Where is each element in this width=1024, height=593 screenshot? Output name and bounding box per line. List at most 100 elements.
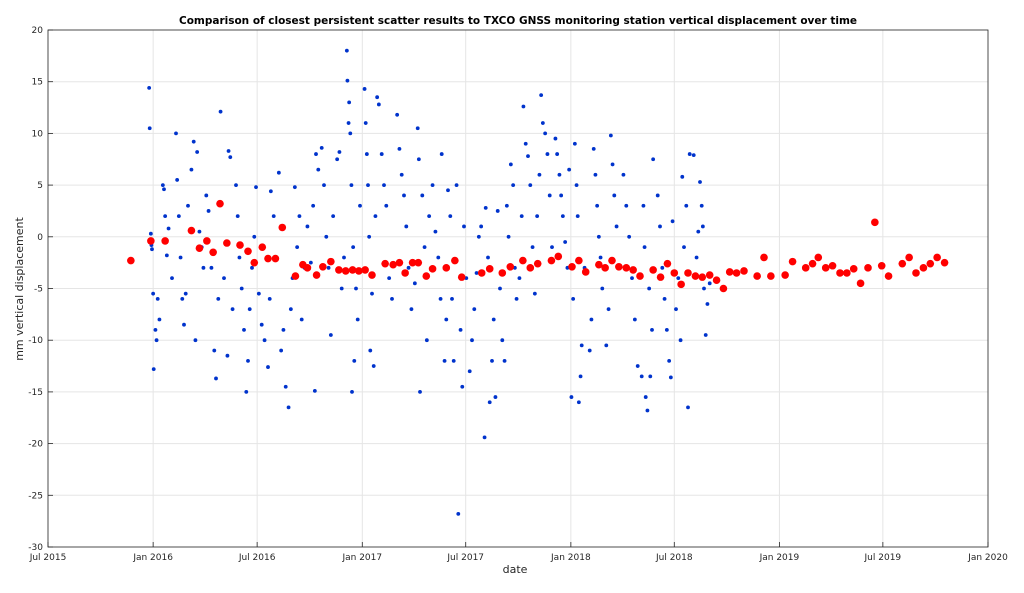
red-data-point [547,256,556,265]
blue-data-point [281,327,286,332]
blue-data-point [415,126,420,131]
blue-data-point [160,183,165,188]
blue-data-point [539,93,544,98]
blue-data-point [678,338,683,343]
blue-data-point [691,153,696,158]
red-data-point [498,269,507,277]
blue-data-point [402,193,406,198]
blue-data-point [606,307,611,312]
blue-data-point [589,317,594,322]
blue-data-point [364,152,369,156]
blue-data-point [579,343,584,348]
red-data-point [705,271,714,279]
red-data-point [271,254,280,263]
blue-data-point [399,172,404,177]
blue-data-point [576,400,581,405]
blue-data-point [696,229,701,234]
blue-data-point [460,384,465,389]
red-data-point [788,257,797,266]
x-tick-label: Jul 2016 [238,553,276,563]
blue-data-point [433,229,438,234]
chart-title: Comparison of closest persistent scatter… [179,15,857,27]
blue-data-point [487,400,492,405]
blue-data-point [235,214,240,219]
y-tick-label: -15 [28,388,43,398]
blue-data-point [163,214,168,219]
red-data-point [601,264,609,272]
red-data-point [698,273,707,281]
blue-data-point [234,183,238,188]
blue-data-point [397,147,402,151]
blue-data-point [595,203,600,208]
blue-data-point [680,174,685,179]
blue-data-point [348,131,353,136]
x-tick-label: Jan 2020 [967,553,1008,563]
blue-data-point [305,224,310,229]
blue-data-point [660,265,665,270]
blue-data-point [148,231,153,236]
blue-data-point [442,358,447,363]
blue-data-point [450,296,454,301]
blue-data-point [409,307,414,312]
blue-data-point [195,150,200,154]
blue-data-point [639,374,644,379]
red-data-point [319,262,327,271]
x-tick-label: Jul 2019 [864,553,902,563]
blue-data-point [559,193,564,198]
blue-data-point [698,180,702,184]
red-data-point [581,268,590,276]
blue-data-point [324,234,329,239]
red-data-point [451,256,459,265]
blue-data-point [358,203,362,208]
blue-data-point [686,405,690,410]
blue-data-point [166,226,171,231]
blue-data-point [490,358,494,363]
red-data-point [414,258,423,267]
blue-data-point [705,302,710,306]
blue-data-point [642,245,647,250]
blue-data-point [593,172,598,177]
red-data-point [871,218,879,227]
red-data-point [161,237,169,245]
blue-data-point [204,193,209,198]
red-data-point [533,259,542,268]
red-data-point [303,264,312,272]
blue-data-point [254,185,258,190]
red-data-point [856,279,865,288]
blue-data-point [316,167,321,172]
blue-data-point [242,327,246,332]
series-red-points [127,199,949,293]
blue-data-point [444,317,449,322]
blue-data-point [186,203,190,208]
red-data-point [940,258,949,267]
blue-data-point [641,203,646,208]
blue-data-point [363,121,368,125]
blue-data-point [162,187,166,192]
blue-data-point [150,247,154,252]
blue-data-point [206,209,211,213]
blue-data-point [212,348,217,353]
blue-data-point [406,265,411,270]
red-data-point [457,273,466,281]
blue-data-point [226,149,231,153]
blue-data-point [366,183,370,188]
blue-data-point [540,121,545,125]
blue-data-point [214,376,218,381]
red-data-point [684,269,692,277]
red-data-point [187,226,196,235]
blue-data-point [521,104,526,109]
blue-data-point [314,152,318,156]
blue-data-point [702,286,706,291]
blue-data-point [157,317,162,322]
blue-data-point [699,203,704,208]
red-data-point [781,271,789,279]
blue-data-point [250,265,254,270]
blue-data-point [526,154,530,159]
y-tick-label: -25 [28,491,43,501]
blue-data-point [308,260,313,265]
blue-data-point [674,307,678,312]
red-data-point [408,258,417,267]
blue-data-point [350,390,354,394]
blue-data-point [345,78,350,83]
